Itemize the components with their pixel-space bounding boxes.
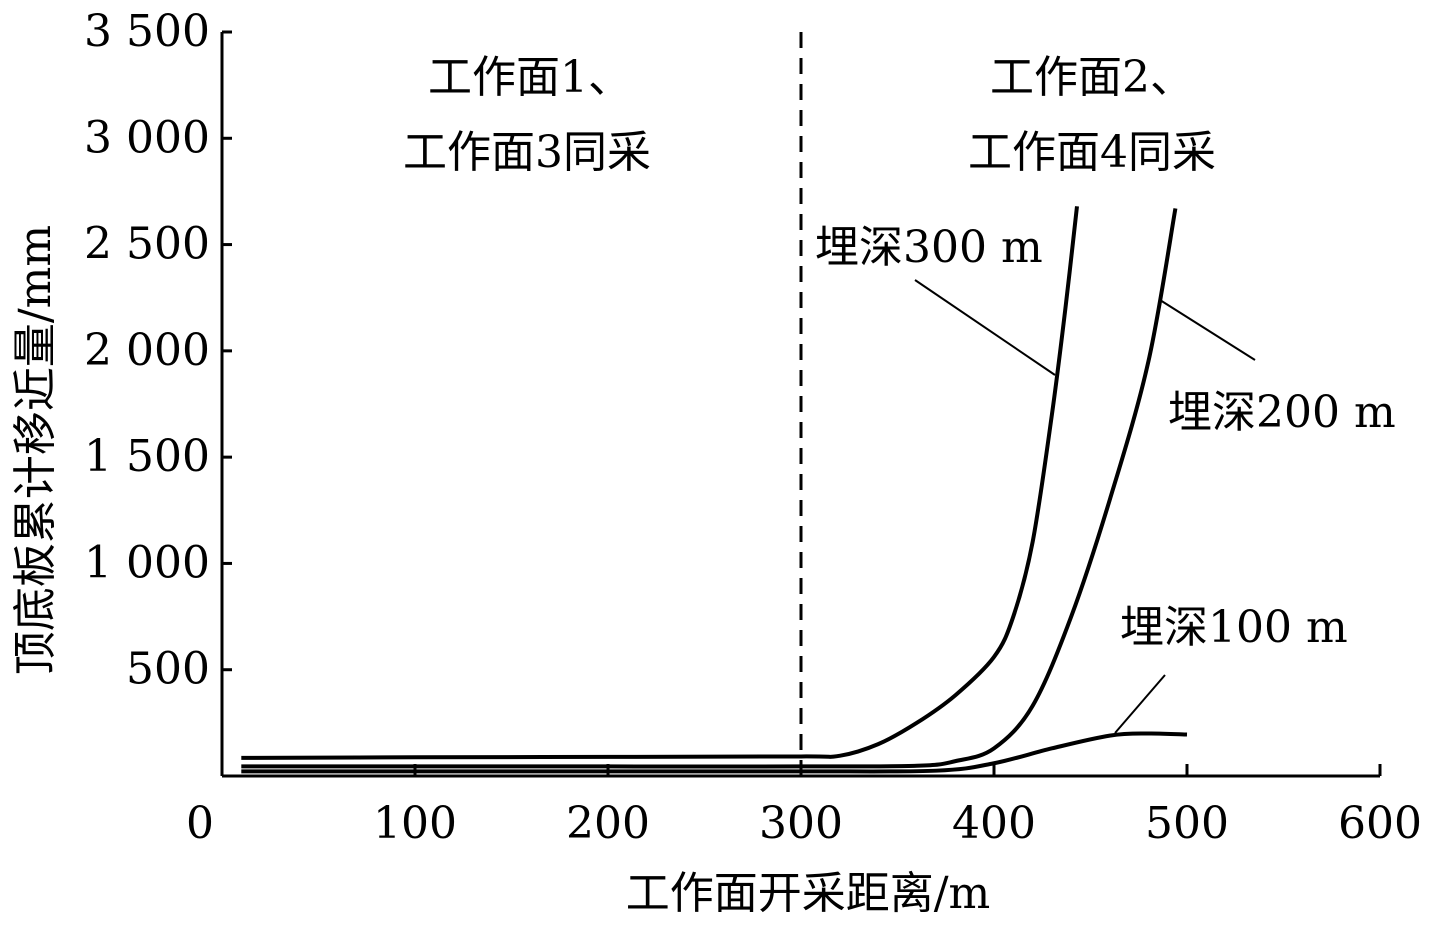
y-tick-label: 1 000 (84, 537, 210, 588)
series-label-200: 埋深200 m (1168, 387, 1396, 438)
x-axis-label: 工作面开采距离/m (626, 868, 991, 919)
region-label-right-line1: 工作面2、 (990, 52, 1194, 103)
series-line-200m (241, 208, 1178, 769)
series-line-100m (241, 731, 1188, 774)
x-tick-label: 600 (1338, 798, 1422, 849)
series-label-300: 埋深300 m (815, 222, 1043, 273)
y-tick-label: 2 000 (84, 325, 210, 376)
y-tick-label: 3 000 (84, 112, 210, 163)
y-tick-label: 3 500 (84, 6, 210, 57)
region-label-right-line2: 工作面4同采 (968, 127, 1216, 178)
leader-line-200 (1159, 299, 1256, 361)
y-axis-label: 顶底板累计移近量/mm (10, 225, 61, 675)
y-tick-label: 1 500 (84, 431, 210, 482)
x-tick-label: 400 (952, 798, 1036, 849)
x-tick-label: 300 (759, 798, 843, 849)
y-tick-label: 500 (126, 644, 210, 695)
leader-line-100 (1114, 674, 1166, 734)
series-line-300m (241, 206, 1079, 760)
x-tick-label: 200 (566, 798, 650, 849)
series-group (241, 206, 1188, 774)
region-label-left-line2: 工作面3同采 (403, 127, 651, 178)
series-label-100: 埋深100 m (1120, 602, 1348, 653)
region-label-left-line1: 工作面1、 (428, 52, 632, 103)
x-tick-label: 500 (1145, 798, 1229, 849)
axes: 500 1 000 1 500 2 000 2 500 3 000 3 500 0 100 200… (84, 6, 1422, 849)
x-tick-label: 100 (373, 798, 457, 849)
x-tick-label: 0 (186, 798, 214, 849)
y-tick-label: 2 500 (84, 219, 210, 270)
leader-line-300 (914, 279, 1056, 376)
